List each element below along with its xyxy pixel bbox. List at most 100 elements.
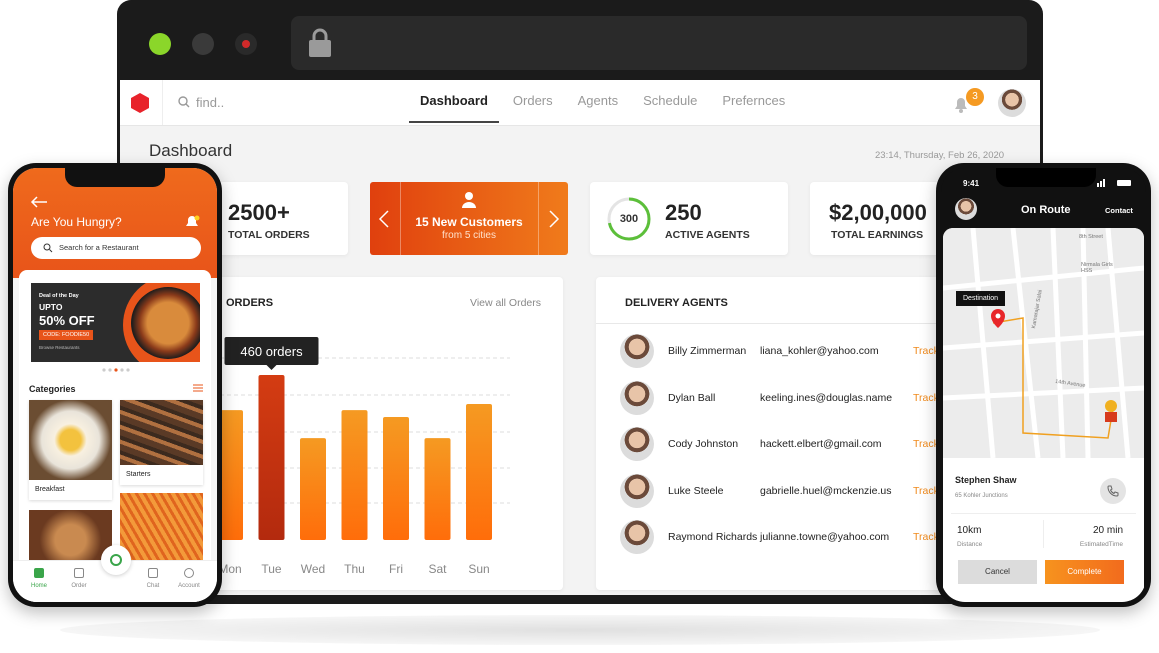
user-avatar[interactable] (998, 89, 1026, 117)
category-label: Breakfast (35, 486, 65, 493)
tab-icon (184, 568, 194, 578)
left-phone: Are You Hungry? Search for a Restaurant … (8, 163, 222, 607)
screen: find.. Dashboard Orders Agents Schedule Pref… (120, 80, 1040, 595)
notification-badge: 3 (966, 88, 984, 106)
search-placeholder: Search for a Restaurant (59, 243, 139, 252)
track-link[interactable]: Track (913, 438, 939, 450)
promo-link[interactable]: Browse Restaurants (39, 345, 80, 350)
agent-avatar (620, 427, 654, 461)
category-label: Starters (126, 471, 151, 478)
x-tick-label: Fri (389, 562, 403, 576)
bar (383, 416, 409, 540)
page-title: Dashboard (149, 141, 233, 160)
agent-name: Cody Johnston (668, 438, 739, 450)
x-tick-label: Mon (218, 562, 241, 576)
agents-list: Billy Zimmerman liana_kohler@yahoo.com Tra… (596, 277, 1040, 590)
bell-icon (955, 98, 967, 113)
promo-line: UPTO (39, 302, 63, 312)
agent-row: Luke Steele gabrielle.huel@mckenzie.us Tra… (596, 473, 1040, 509)
tab[interactable]: Chat (133, 566, 173, 600)
agent-email: hackett.elbert@gmail.com (760, 438, 882, 450)
data-label: 460 orders (240, 344, 303, 359)
agent-avatar (620, 473, 654, 508)
divider (1043, 520, 1044, 548)
screen-title: On Route (1021, 204, 1071, 216)
prev-arrow[interactable] (378, 210, 390, 228)
nav-item[interactable]: Orders (512, 93, 553, 108)
status-icons (1097, 179, 1131, 187)
nav-item[interactable]: Dashboard (409, 93, 499, 123)
window-dot (149, 33, 171, 55)
map (943, 228, 1144, 458)
tab[interactable]: Home (19, 566, 59, 600)
center-button[interactable] (101, 545, 131, 575)
stat-label: ACTIVE AGENTS (665, 229, 750, 241)
tooltip-pointer (266, 365, 277, 370)
agent-email: keeling.ines@douglas.name (760, 391, 893, 404)
search-bar[interactable]: Search for a Restaurant (31, 237, 201, 259)
lock-icon (309, 28, 331, 57)
stat-card: 2500+ TOTAL ORDERS (215, 182, 348, 255)
section-title: Categories (29, 384, 76, 394)
tooltip (224, 337, 319, 365)
orders-card: ORDERS View all Orders Mon Tue 460 orders W… (215, 277, 563, 590)
food-image (29, 400, 112, 480)
agent-avatar (620, 380, 654, 415)
phone-screen: Are You Hungry? Search for a Restaurant … (13, 168, 217, 602)
address-bar (291, 16, 1027, 70)
search-input[interactable]: find.. (196, 95, 225, 110)
track-link[interactable]: Track (913, 345, 939, 357)
back-arrow[interactable] (30, 196, 48, 208)
right-phone: 9:41 On Route Contact 8th Street Nirmala… (936, 163, 1151, 607)
view-all-link[interactable]: View all Orders (470, 297, 541, 309)
complete-button[interactable]: Complete (1045, 560, 1124, 584)
agent-row: Billy Zimmerman liana_kohler@yahoo.com Tra… (596, 333, 1040, 369)
promo-offer: 50% OFF (39, 313, 95, 328)
agent-name: Dylan Ball (668, 391, 716, 404)
street-label: 8th Street (1079, 234, 1103, 240)
contact-link[interactable]: Contact (1105, 206, 1133, 215)
distance-label: Distance (957, 541, 983, 548)
window-dot (192, 33, 214, 55)
driver-avatar (955, 198, 977, 220)
category-tile[interactable]: Starters (120, 400, 203, 485)
promo-code: CODE: FOODIE50 (39, 330, 94, 340)
agent-name: Raymond Richards (668, 531, 758, 543)
stat-value: 2500+ (228, 200, 290, 225)
agent-avatar (620, 334, 654, 368)
bar (341, 410, 368, 540)
x-tick-label: Sat (428, 562, 447, 576)
track-link[interactable]: Track (913, 391, 939, 404)
bar (424, 438, 451, 540)
category-tile[interactable]: Breakfast (29, 400, 112, 500)
distance-value: 10km (957, 525, 982, 536)
nav-item[interactable]: Schedule (643, 93, 698, 108)
next-arrow[interactable] (548, 210, 560, 228)
tab-icon (74, 568, 84, 578)
tab[interactable]: Order (59, 566, 99, 600)
cancel-button[interactable]: Cancel (958, 560, 1037, 584)
window-dot (235, 33, 257, 55)
destination-label: Destination (956, 291, 1006, 306)
card-title: ORDERS (226, 297, 274, 309)
tabs: Home Order Chat Account (13, 566, 217, 602)
stat-label: TOTAL ORDERS (228, 229, 310, 241)
nav-item[interactable]: Agents (577, 93, 619, 108)
agent-email: gabrielle.huel@mckenzie.us (760, 484, 892, 497)
nav-item[interactable]: Prefernces (722, 93, 786, 108)
eta-label: EstimatedTime (1079, 541, 1123, 548)
search-icon (178, 96, 190, 108)
food-image (29, 510, 112, 560)
track-link[interactable]: Track (913, 484, 939, 497)
tab-icon (148, 568, 158, 578)
agent-email: julianne.towne@yahoo.com (760, 531, 890, 543)
divider (596, 323, 1040, 324)
bar (217, 410, 243, 540)
call-button[interactable] (1100, 478, 1126, 504)
logo (131, 93, 149, 113)
agent-email: liana_kohler@yahoo.com (760, 345, 879, 357)
content: 8th Street Nirmala Girls HSS Kamarajar S… (943, 228, 1144, 602)
track-link[interactable]: Track (913, 531, 939, 543)
tab[interactable]: Account (169, 566, 209, 600)
agent-row: Cody Johnston hackett.elbert@gmail.com Tra… (596, 426, 1040, 462)
